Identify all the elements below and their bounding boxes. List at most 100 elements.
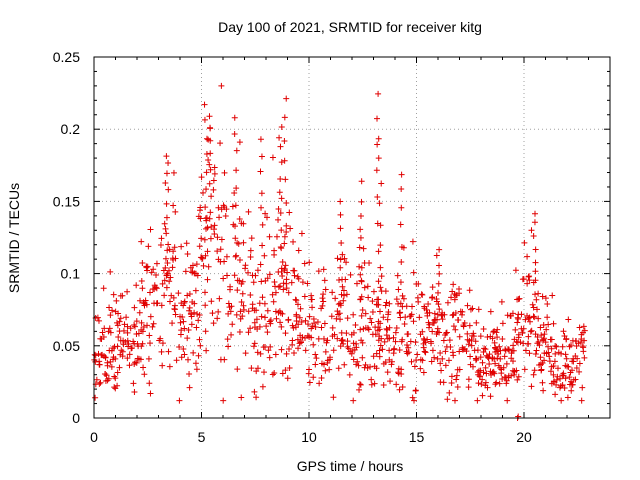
data-point (494, 326, 501, 333)
data-point (392, 329, 399, 336)
data-point (124, 329, 131, 336)
data-point (530, 371, 537, 378)
data-point (133, 359, 140, 366)
data-point (278, 195, 285, 202)
data-point (373, 365, 380, 372)
data-point (339, 276, 346, 283)
data-point (112, 375, 119, 382)
data-point (464, 302, 471, 309)
data-point (429, 294, 436, 301)
data-point (250, 343, 257, 350)
data-point (232, 253, 239, 260)
data-point (271, 251, 278, 258)
data-point (253, 316, 260, 323)
data-point (163, 200, 170, 207)
data-point (273, 315, 280, 322)
data-point (107, 268, 114, 275)
data-point (429, 328, 436, 335)
data-point (369, 298, 376, 305)
data-point (481, 345, 488, 352)
data-point (310, 374, 317, 381)
data-point (178, 243, 185, 250)
data-point (356, 244, 363, 251)
data-point (487, 308, 494, 315)
data-point (266, 271, 273, 278)
data-point (234, 287, 241, 294)
data-point (236, 257, 243, 264)
data-point (520, 340, 527, 347)
data-point (382, 302, 389, 309)
data-point (419, 357, 426, 364)
data-point (184, 250, 191, 257)
data-point (512, 267, 519, 274)
data-point (475, 306, 482, 313)
data-point (130, 380, 137, 387)
data-point (153, 285, 160, 292)
data-point (306, 366, 313, 373)
data-point (231, 272, 238, 279)
data-point (504, 312, 511, 319)
data-point (382, 359, 389, 366)
data-point (95, 350, 102, 357)
data-point (318, 305, 325, 312)
data-point (486, 351, 493, 358)
data-point (357, 271, 364, 278)
data-point (515, 296, 522, 303)
data-point (107, 329, 114, 336)
data-point (472, 338, 479, 345)
data-point (501, 353, 508, 360)
data-point (340, 287, 347, 294)
x-tick-label: 15 (409, 429, 425, 445)
data-point (450, 352, 457, 359)
data-point (319, 302, 326, 309)
data-point (198, 235, 205, 242)
data-point (561, 384, 568, 391)
data-point (399, 292, 406, 299)
data-point (149, 323, 156, 330)
data-point (247, 325, 254, 332)
data-point (302, 317, 309, 324)
data-point (222, 212, 229, 219)
data-point (231, 114, 238, 121)
data-point (380, 381, 387, 388)
data-point (227, 286, 234, 293)
data-point (169, 320, 176, 327)
data-point (563, 335, 570, 342)
data-point (269, 291, 276, 298)
y-tick-label: 0.25 (53, 49, 80, 65)
data-point (469, 363, 476, 370)
data-point (114, 382, 121, 389)
data-point (445, 357, 452, 364)
data-point (376, 326, 383, 333)
data-point (275, 216, 282, 223)
data-point (496, 343, 503, 350)
y-axis-title: SRMTID / TECUs (6, 183, 22, 293)
data-point (474, 397, 481, 404)
y-tick-label: 0 (72, 410, 80, 426)
data-point (417, 365, 424, 372)
data-point (517, 339, 524, 346)
data-point (218, 236, 225, 243)
data-point (181, 298, 188, 305)
data-point (398, 259, 405, 266)
data-point (294, 336, 301, 343)
data-point (438, 367, 445, 374)
data-point (356, 381, 363, 388)
data-point (208, 298, 215, 305)
data-point (492, 360, 499, 367)
data-point (370, 353, 377, 360)
data-point (146, 340, 153, 347)
data-point (251, 340, 258, 347)
data-point (528, 383, 535, 390)
data-point (233, 167, 240, 174)
data-point (113, 297, 120, 304)
data-point (278, 323, 285, 330)
data-point (468, 342, 475, 349)
data-point (465, 384, 472, 391)
data-point (154, 300, 161, 307)
data-point (364, 283, 371, 290)
data-point (459, 344, 466, 351)
data-point (261, 369, 268, 376)
data-point (299, 334, 306, 341)
data-point (245, 208, 252, 215)
